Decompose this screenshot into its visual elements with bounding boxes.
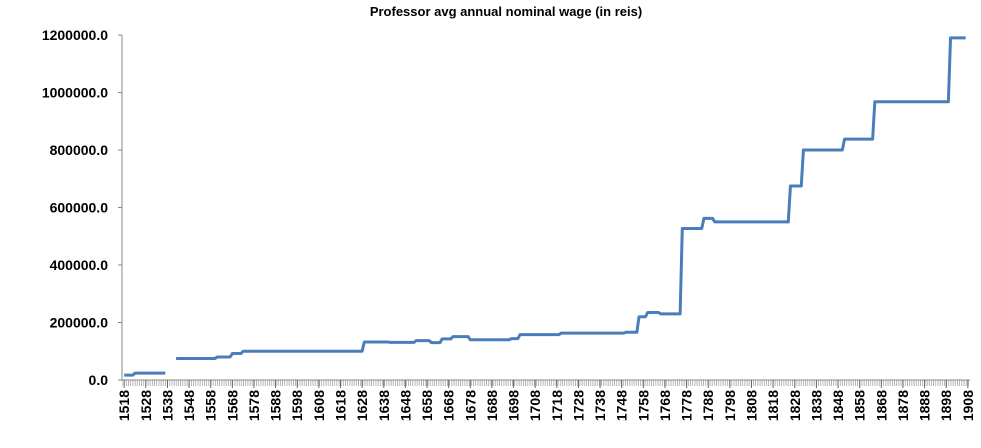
x-tick-label: 1728 [570, 390, 586, 421]
x-tick-label: 1768 [657, 390, 673, 421]
x-tick-label: 1758 [635, 390, 651, 421]
x-tick-label: 1708 [527, 390, 543, 421]
y-tick-label: 1000000.0 [42, 85, 108, 101]
x-tick-label: 1678 [462, 390, 478, 421]
x-tick-label: 1798 [722, 390, 738, 421]
x-tick-label: 1838 [808, 390, 824, 421]
y-tick-label: 0.0 [89, 372, 109, 388]
x-tick-label: 1698 [506, 390, 522, 421]
x-tick-label: 1528 [138, 390, 154, 421]
y-tick-label: 1200000.0 [42, 27, 108, 43]
y-tick-label: 800000.0 [50, 142, 109, 158]
x-tick-label: 1718 [549, 390, 565, 421]
x-tick-label: 1908 [960, 390, 976, 421]
data-line [124, 36, 966, 377]
x-tick-label: 1858 [852, 390, 868, 421]
x-tick-label: 1658 [419, 390, 435, 421]
x-tick-label: 1828 [787, 390, 803, 421]
x-tick-label: 1648 [397, 390, 413, 421]
minor-ticks [122, 380, 970, 386]
x-tick-label: 1548 [181, 390, 197, 421]
x-tick-label: 1618 [332, 390, 348, 421]
y-tick-label: 200000.0 [50, 315, 109, 331]
x-tick-label: 1558 [203, 390, 219, 421]
x-tick-label: 1808 [744, 390, 760, 421]
x-tick-label: 1598 [289, 390, 305, 421]
x-tick-label: 1588 [268, 390, 284, 421]
x-tick-label: 1688 [484, 390, 500, 421]
x-tick-label: 1878 [895, 390, 911, 421]
x-tick-label: 1888 [917, 390, 933, 421]
x-tick-label: 1578 [246, 390, 262, 421]
x-tick-label: 1848 [830, 390, 846, 421]
x-tick-label: 1738 [592, 390, 608, 421]
y-tick-label: 600000.0 [50, 200, 109, 216]
chart-title: Professor avg annual nominal wage (in re… [370, 4, 642, 19]
x-tick-label: 1638 [376, 390, 392, 421]
x-tick-label: 1608 [311, 390, 327, 421]
x-tick-label: 1748 [614, 390, 630, 421]
x-tick-label: 1568 [224, 390, 240, 421]
x-tick-label: 1518 [116, 390, 132, 421]
x-tick-label: 1868 [873, 390, 889, 421]
x-tick-label: 1778 [679, 390, 695, 421]
x-tick-label: 1628 [354, 390, 370, 421]
y-tick-label: 400000.0 [50, 257, 109, 273]
x-tick-label: 1898 [938, 390, 954, 421]
x-tick-label: 1668 [441, 390, 457, 421]
x-tick-label: 1788 [700, 390, 716, 421]
x-tick-label: 1538 [159, 390, 175, 421]
x-tick-label: 1818 [765, 390, 781, 421]
